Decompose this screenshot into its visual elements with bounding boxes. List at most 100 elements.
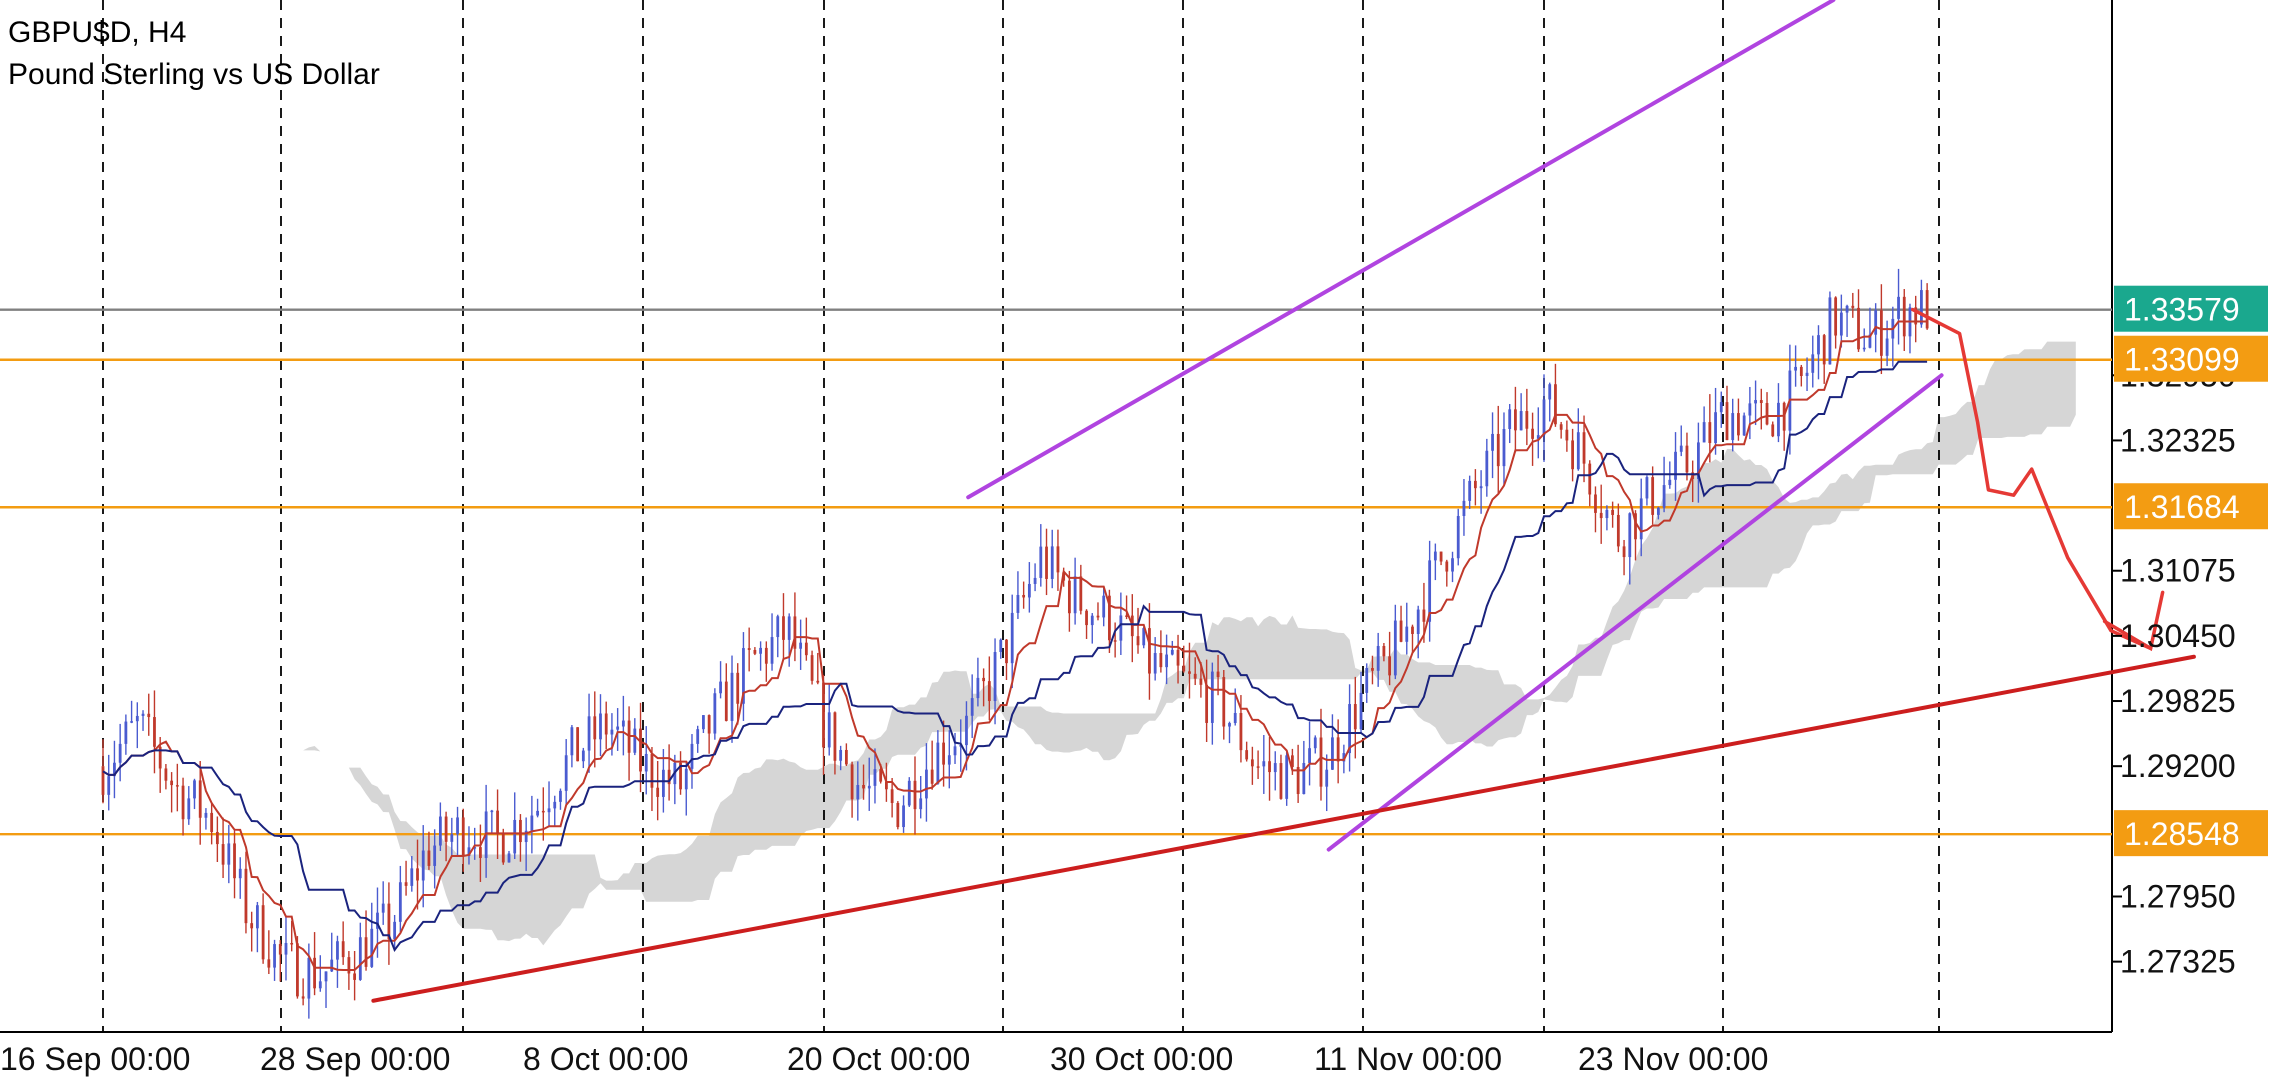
candle-body bbox=[456, 817, 459, 835]
kijun-sen-line bbox=[102, 360, 1928, 953]
date-grid bbox=[0, 0, 2113, 1033]
candle-body bbox=[1033, 577, 1037, 584]
candle-body bbox=[1010, 612, 1014, 664]
candle-body bbox=[570, 727, 574, 756]
drawn-trendlines[interactable] bbox=[371, 0, 2196, 1003]
candle-body bbox=[1291, 755, 1294, 767]
candle-body bbox=[559, 790, 562, 802]
candle-body bbox=[764, 647, 768, 664]
candle-body bbox=[1119, 615, 1123, 641]
candle-body bbox=[702, 715, 705, 730]
candle-body bbox=[135, 715, 139, 722]
candle-body bbox=[1273, 763, 1277, 773]
forecast-path bbox=[1910, 307, 2153, 651]
candle-body bbox=[844, 749, 848, 765]
candle-body bbox=[1313, 737, 1317, 749]
candle-body bbox=[1611, 509, 1615, 515]
candle-body bbox=[581, 750, 585, 762]
candle-body bbox=[1067, 580, 1071, 614]
candle-body bbox=[1759, 400, 1763, 404]
candle-body bbox=[1302, 762, 1306, 795]
candle-body bbox=[759, 647, 763, 654]
candle-body bbox=[130, 721, 133, 723]
candle-body bbox=[1136, 636, 1140, 646]
candle-body bbox=[1005, 639, 1008, 664]
candle-body bbox=[233, 843, 236, 879]
candle-body bbox=[862, 784, 865, 789]
candle-body bbox=[1879, 310, 1883, 356]
candle-body bbox=[267, 959, 271, 968]
candle-body bbox=[1582, 432, 1586, 464]
candle-body bbox=[1902, 296, 1906, 337]
horizontal-levels[interactable] bbox=[0, 308, 2112, 836]
price-tick-label: 1.29200 bbox=[2120, 748, 2236, 784]
time-tick-label: 16 Sep 00:00 bbox=[0, 1041, 190, 1077]
candle-body bbox=[947, 755, 951, 765]
candle-body bbox=[433, 845, 437, 866]
candle-body bbox=[1102, 595, 1106, 618]
candle-body bbox=[1085, 610, 1088, 626]
candle-body bbox=[1868, 334, 1872, 348]
candle-body bbox=[1479, 486, 1483, 489]
candle-body bbox=[1039, 546, 1043, 578]
candle-body bbox=[1817, 335, 1820, 355]
candle-body bbox=[690, 743, 694, 769]
candle-body bbox=[387, 903, 391, 940]
candle-body bbox=[175, 785, 179, 787]
current-price-tag-label: 1.33579 bbox=[2124, 292, 2240, 328]
candle-body bbox=[410, 868, 414, 886]
candle-body bbox=[353, 973, 357, 980]
candle-body bbox=[1262, 761, 1266, 767]
candle-body bbox=[1662, 485, 1666, 508]
candle-body bbox=[1376, 645, 1380, 671]
candle-body bbox=[1508, 409, 1512, 429]
candle-body bbox=[421, 850, 425, 881]
candle-body bbox=[879, 769, 883, 782]
candle-body bbox=[164, 768, 168, 781]
candle-body bbox=[1782, 402, 1786, 431]
candle-body bbox=[501, 832, 505, 863]
candle-body bbox=[1737, 413, 1740, 436]
candle-body bbox=[982, 677, 986, 682]
price-tick-label: 1.30450 bbox=[2120, 618, 2236, 654]
time-tick-label: 23 Nov 00:00 bbox=[1578, 1041, 1768, 1077]
price-tick-label: 1.27950 bbox=[2120, 878, 2236, 914]
time-tick-label: 20 Oct 00:00 bbox=[787, 1041, 970, 1077]
candle-body bbox=[1845, 305, 1849, 313]
candle-body bbox=[1725, 402, 1729, 441]
candle-body bbox=[1571, 440, 1574, 470]
candle-body bbox=[576, 727, 580, 762]
candle-body bbox=[547, 808, 551, 813]
forecast-annotation bbox=[1910, 307, 2165, 652]
candle-body bbox=[913, 780, 917, 810]
candle-body bbox=[284, 942, 288, 955]
candle-body bbox=[976, 677, 980, 699]
time-tick-label: 28 Sep 00:00 bbox=[260, 1041, 450, 1077]
candle-body bbox=[953, 746, 957, 756]
candle-body bbox=[393, 921, 397, 940]
candle-body bbox=[244, 868, 248, 924]
candle-body bbox=[827, 712, 831, 748]
candle-body bbox=[1496, 433, 1500, 467]
candle-body bbox=[890, 789, 894, 804]
candle-body bbox=[255, 905, 259, 929]
candle-body bbox=[833, 712, 837, 761]
candle-body bbox=[553, 801, 557, 809]
candle-body bbox=[450, 834, 454, 842]
candle-body bbox=[1731, 413, 1735, 441]
candle-body bbox=[1308, 748, 1311, 763]
candle-body bbox=[187, 798, 191, 820]
candle-body bbox=[719, 681, 722, 694]
candle-body bbox=[1605, 509, 1609, 519]
time-axis[interactable]: 16 Sep 00:00 28 Sep 00:00 8 Oct 00:00 20 Oc… bbox=[0, 1041, 1768, 1077]
candle-body bbox=[1416, 609, 1420, 634]
candle-body bbox=[1348, 704, 1351, 754]
price-axis[interactable]: 1.27325 1.27950 1.29200 1.29825 1.30450 1.310… bbox=[2112, 285, 2268, 980]
candle-body bbox=[1239, 712, 1243, 751]
candle-body bbox=[770, 637, 774, 664]
candle-body bbox=[250, 923, 254, 929]
candle-body bbox=[1325, 769, 1329, 787]
candle-body bbox=[147, 713, 151, 718]
candle-body bbox=[364, 937, 368, 967]
